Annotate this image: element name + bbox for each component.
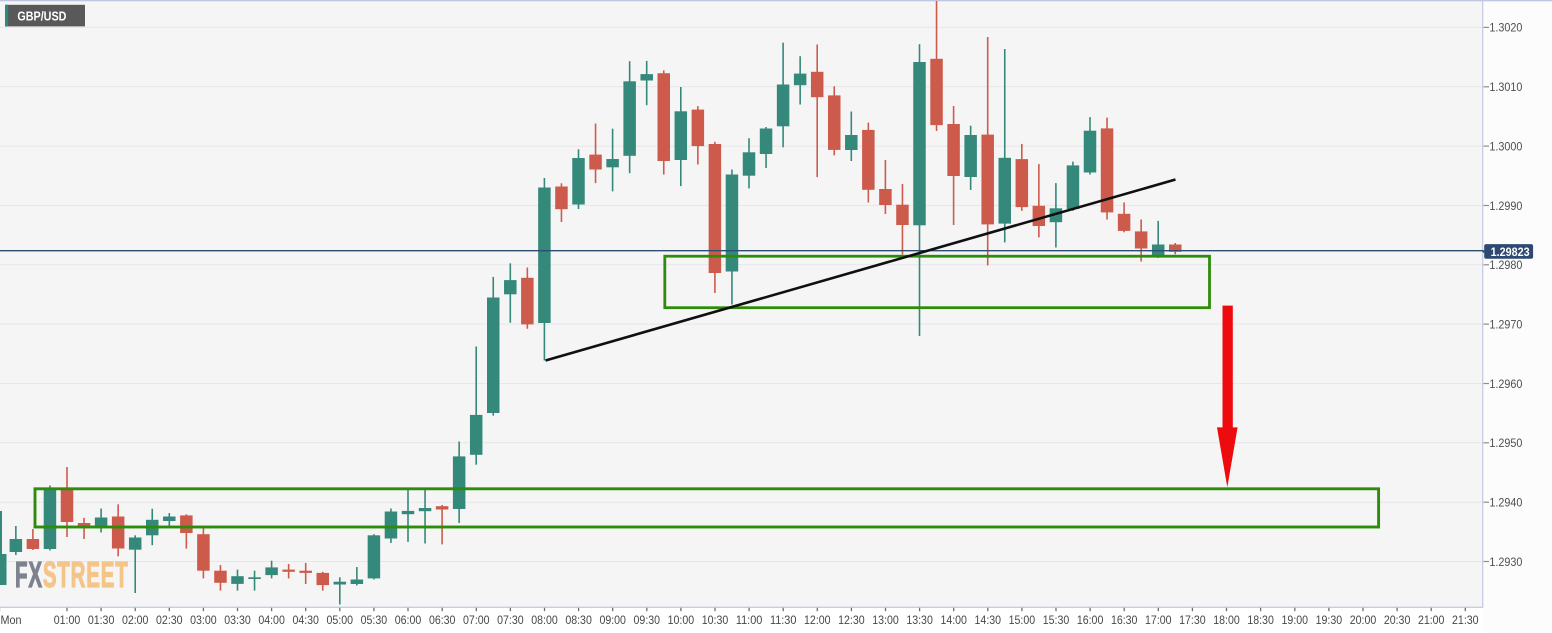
svg-text:10:30: 10:30 [702, 613, 729, 627]
svg-text:19:00: 19:00 [1282, 613, 1309, 627]
svg-text:09:00: 09:00 [599, 613, 626, 627]
svg-text:1.2940: 1.2940 [1489, 496, 1522, 510]
svg-text:02:30: 02:30 [156, 613, 183, 627]
svg-text:07:00: 07:00 [463, 613, 490, 627]
svg-text:03:30: 03:30 [224, 613, 251, 627]
svg-text:06:00: 06:00 [395, 613, 422, 627]
svg-text:11:30: 11:30 [770, 613, 797, 627]
svg-text:10:00: 10:00 [668, 613, 695, 627]
svg-text:03:00: 03:00 [190, 613, 217, 627]
svg-text:08:00: 08:00 [531, 613, 558, 627]
svg-text:02:00: 02:00 [122, 613, 149, 627]
svg-text:13:30: 13:30 [906, 613, 933, 627]
svg-text:FXSTREET: FXSTREET [15, 555, 129, 596]
svg-text:17:00: 17:00 [1145, 613, 1172, 627]
svg-text:1.3020: 1.3020 [1489, 21, 1522, 35]
svg-text:20:00: 20:00 [1350, 613, 1377, 627]
svg-text:1.2970: 1.2970 [1489, 317, 1522, 331]
svg-text:06:30: 06:30 [429, 613, 456, 627]
svg-text:20:30: 20:30 [1384, 613, 1411, 627]
svg-text:01:00: 01:00 [54, 613, 81, 627]
svg-text:16:30: 16:30 [1111, 613, 1138, 627]
svg-text:16:00: 16:00 [1077, 613, 1104, 627]
svg-text:15:30: 15:30 [1043, 613, 1070, 627]
svg-text:15:00: 15:00 [1009, 613, 1036, 627]
svg-text:14:00: 14:00 [940, 613, 967, 627]
svg-text:17:30: 17:30 [1179, 613, 1206, 627]
svg-text:01:30: 01:30 [88, 613, 115, 627]
svg-text:Mon: Mon [1, 613, 22, 627]
svg-text:04:00: 04:00 [258, 613, 285, 627]
svg-text:11:00: 11:00 [736, 613, 763, 627]
svg-text:08:30: 08:30 [565, 613, 592, 627]
svg-text:07:30: 07:30 [497, 613, 524, 627]
svg-text:12:30: 12:30 [838, 613, 865, 627]
svg-text:04:30: 04:30 [292, 613, 319, 627]
svg-text:05:30: 05:30 [361, 613, 388, 627]
svg-text:1.29823: 1.29823 [1491, 246, 1531, 259]
svg-text:18:30: 18:30 [1247, 613, 1274, 627]
svg-text:13:00: 13:00 [872, 613, 899, 627]
svg-text:19:30: 19:30 [1316, 613, 1343, 627]
svg-text:09:30: 09:30 [634, 613, 661, 627]
svg-text:14:30: 14:30 [975, 613, 1002, 627]
svg-text:18:00: 18:00 [1213, 613, 1240, 627]
svg-text:1.3010: 1.3010 [1489, 80, 1522, 94]
svg-text:1.2930: 1.2930 [1489, 555, 1522, 569]
svg-text:05:00: 05:00 [327, 613, 354, 627]
svg-text:1.2990: 1.2990 [1489, 199, 1522, 213]
svg-text:GBP/USD: GBP/USD [17, 10, 66, 24]
svg-text:1.2960: 1.2960 [1489, 377, 1522, 391]
svg-text:1.3000: 1.3000 [1489, 139, 1522, 153]
svg-text:1.2950: 1.2950 [1489, 436, 1522, 450]
svg-text:1.2980: 1.2980 [1489, 258, 1522, 272]
svg-text:21:00: 21:00 [1418, 613, 1445, 627]
svg-text:12:00: 12:00 [804, 613, 831, 627]
svg-text:21:30: 21:30 [1452, 613, 1479, 627]
